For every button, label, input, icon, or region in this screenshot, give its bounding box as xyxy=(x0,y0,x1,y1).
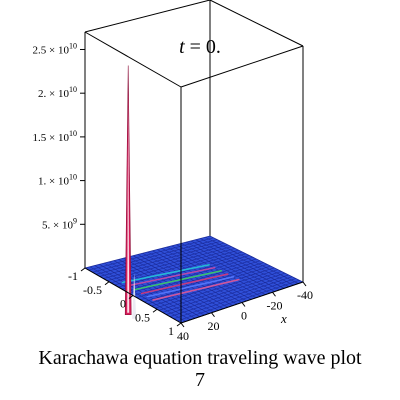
x-tick-mark xyxy=(180,322,185,328)
z-tick-label: 1. × 1010 xyxy=(38,173,77,188)
box-edge xyxy=(84,0,211,33)
peak-spike-highlight xyxy=(127,95,130,313)
x-tick-mark xyxy=(211,312,215,318)
x-tick-label: 20 xyxy=(208,319,220,333)
figure-caption: Karachawa equation traveling wave plot xyxy=(38,347,362,369)
x-tick-mark xyxy=(272,291,276,297)
peak-spike xyxy=(124,65,137,319)
x-axis-label: x xyxy=(280,311,287,326)
box-edge xyxy=(84,31,182,88)
plot-title: t = 0. xyxy=(179,36,221,58)
z-tick-label: 2.5 × 1010 xyxy=(33,41,77,56)
y-tick-label: 1 xyxy=(168,324,174,338)
y-tick-mark xyxy=(152,308,158,313)
x-tick-label: 0 xyxy=(241,309,247,323)
surface-mesh-line xyxy=(166,274,289,315)
surface-mesh-line xyxy=(158,271,282,311)
z-tick-label: 5. × 109 xyxy=(42,216,77,231)
y-tick-label: -0.5 xyxy=(83,283,102,297)
box-edge xyxy=(209,0,304,47)
x-axis: 40 20 0 -20 -40 xyxy=(177,281,313,343)
bounding-box xyxy=(84,0,304,282)
x-tick-mark xyxy=(302,281,307,287)
surface-mesh-line xyxy=(200,238,294,286)
y-tick-mark xyxy=(80,267,86,272)
box-edge xyxy=(180,45,304,88)
surface-mesh-line xyxy=(136,260,261,298)
y-tick-label: -1 xyxy=(68,269,78,283)
wave-ridge xyxy=(152,278,240,301)
surface-mesh-line xyxy=(169,276,293,317)
y-tick-mark xyxy=(104,281,110,286)
z-axis: 5. × 109 1. × 1010 1.5 × 1010 2. × 1010 2.5 … xyxy=(33,41,85,231)
surface-mesh-line xyxy=(162,272,286,313)
surface-mesh-line xyxy=(181,243,275,292)
x-tick-label: -20 xyxy=(267,298,283,312)
wave-ridge xyxy=(127,266,216,287)
z-tick-label: 1.5 × 1010 xyxy=(33,129,77,144)
surface-mesh-line xyxy=(171,245,266,295)
wave-ridge xyxy=(134,269,223,291)
y-tick-label: 0 xyxy=(120,297,126,311)
surface-mesh-line xyxy=(166,246,261,297)
z-tick-label: 2. × 1010 xyxy=(38,85,77,100)
wave-ridge xyxy=(140,273,229,295)
wave-ridge xyxy=(146,275,235,298)
surface-mesh-line xyxy=(155,269,279,309)
surface-mesh-line xyxy=(173,278,296,320)
x-tick-label: 40 xyxy=(177,329,189,343)
figure-number: 7 xyxy=(195,369,205,391)
surface-mesh-line xyxy=(147,265,271,305)
wave-ridge xyxy=(121,263,210,284)
surface-mesh-line xyxy=(205,236,299,284)
plot-title-variable: t xyxy=(179,36,185,58)
surface-mesh-line xyxy=(190,240,285,289)
surface-mesh-line xyxy=(185,241,280,291)
surface-mesh-line xyxy=(177,279,300,322)
surface-mesh-line xyxy=(176,244,271,294)
plot-title-value: = 0. xyxy=(185,36,221,58)
y-tick-label: 0.5 xyxy=(135,310,150,324)
surface-floor xyxy=(83,235,305,324)
y-axis: -1 -0.5 0 0.5 1 xyxy=(68,267,182,338)
y-tick-mark xyxy=(128,295,134,299)
y-tick-mark xyxy=(176,322,182,327)
surface-mesh-line xyxy=(151,267,275,307)
x-tick-label: -40 xyxy=(297,288,313,302)
x-tick-mark xyxy=(241,302,246,307)
surface-mesh-line xyxy=(195,239,290,287)
